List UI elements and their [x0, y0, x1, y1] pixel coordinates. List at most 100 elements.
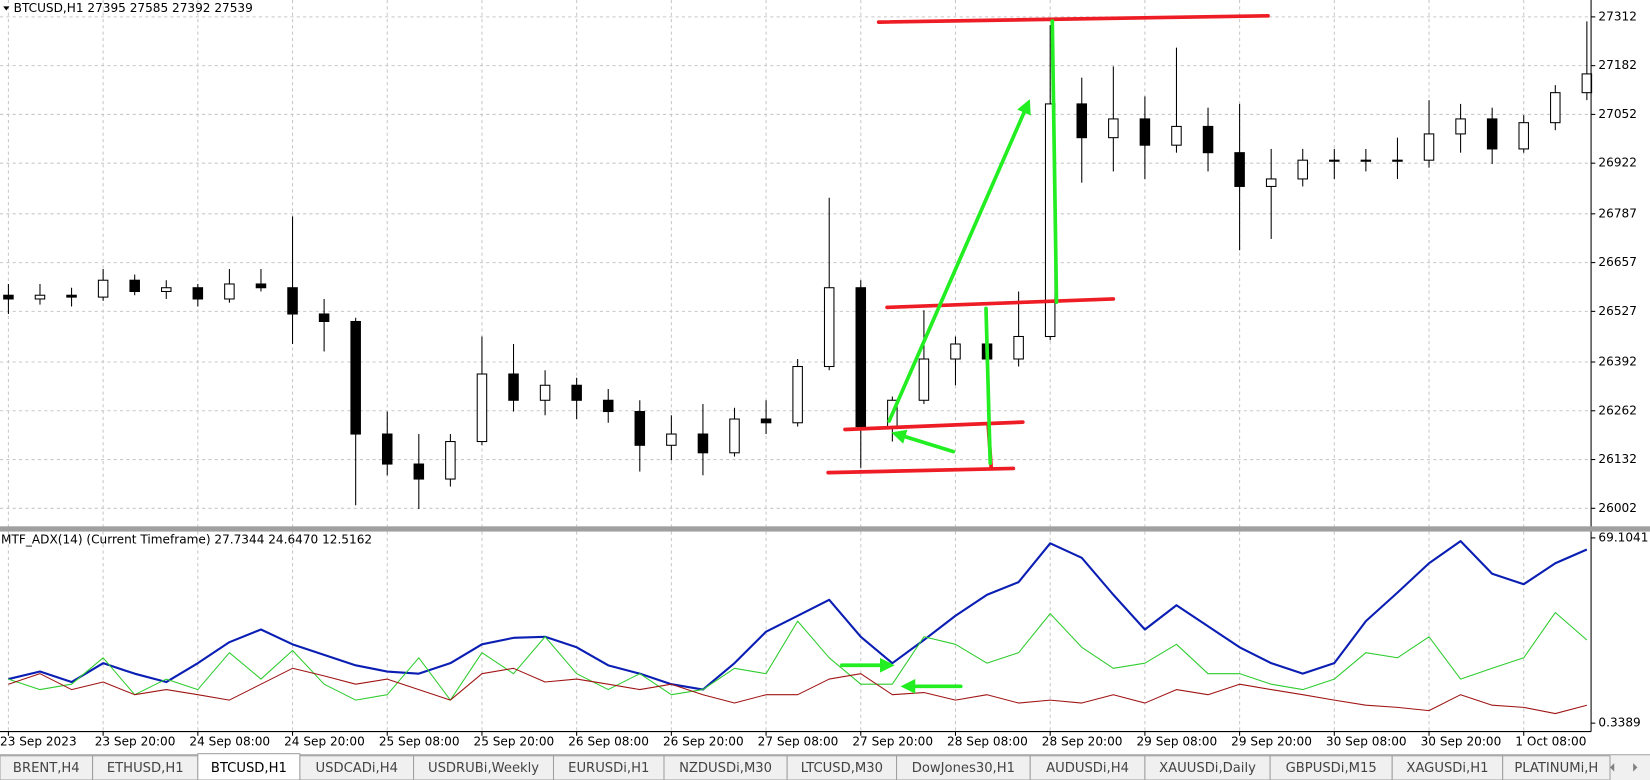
tab-label[interactable]: BRENT,H4 [13, 761, 80, 776]
candle-body [792, 365, 803, 424]
y-tick-label: 26392 [1598, 355, 1636, 369]
y-tick-label: 26527 [1598, 304, 1636, 318]
tab-label[interactable]: LTCUSD,M30 [801, 761, 883, 776]
candle-body [1108, 118, 1119, 139]
candle-body [1139, 118, 1151, 146]
y-tick-label: 26787 [1598, 206, 1636, 220]
tab[interactable] [1502, 755, 1611, 780]
candle-body [476, 373, 488, 443]
annotation-arrow [891, 429, 956, 454]
tab-label[interactable]: EURUSDi,H1 [568, 761, 649, 776]
x-tick-label: 27 Sep 20:00 [852, 735, 933, 749]
candle-body [1360, 159, 1372, 162]
candle-body [1202, 125, 1214, 154]
tab-scroll-left[interactable] [1610, 763, 1615, 772]
candle-body [760, 418, 772, 424]
candle-body [602, 399, 614, 413]
tab-label[interactable]: GBPUSDi,M15 [1286, 761, 1377, 776]
candle-body [129, 279, 140, 293]
candle-body [445, 441, 456, 480]
tab[interactable] [1391, 755, 1504, 780]
indicator-info: MTF_ADX(14) (Current Timeframe) 27.7344 … [1, 532, 372, 546]
candle-body [1581, 73, 1593, 94]
y-tick-label: 0.3389 [1598, 716, 1640, 730]
candle-body [1518, 122, 1529, 150]
candle-body [255, 283, 267, 289]
candle-body [823, 287, 835, 368]
x-tick-label: 28 Sep 08:00 [947, 735, 1028, 749]
tab[interactable] [896, 755, 1031, 780]
candle-body [413, 463, 425, 480]
candle-body [508, 373, 519, 401]
annotations [826, 13, 1270, 694]
collapse-icon[interactable] [3, 6, 10, 11]
candle-body [855, 287, 867, 428]
tab-label[interactable]: PLATINUMi,H [1514, 761, 1598, 776]
candle-body [224, 283, 235, 300]
annotation-line [843, 420, 1025, 432]
y-tick-label: 26002 [1598, 501, 1636, 515]
x-tick-label: 30 Sep 08:00 [1326, 735, 1407, 749]
candle-body [666, 433, 677, 446]
tab-label[interactable]: USDCADi,H4 [316, 761, 398, 776]
candle-body [192, 287, 204, 300]
tab-label[interactable]: ETHUSD,H1 [107, 761, 184, 776]
annotation-arrow [887, 99, 1031, 423]
candle-body [1486, 118, 1498, 150]
indicator-line [8, 540, 1588, 691]
x-tick-label: 23 Sep 20:00 [95, 735, 176, 749]
y-tick-label: 69.1041 [1598, 530, 1648, 544]
labels-layer: 26002 26132 26262 26392 26527 26657 26787 26922… [0, 9, 1648, 748]
x-tick-label: 26 Sep 20:00 [663, 735, 744, 749]
tab-label[interactable]: XAGUSDi,H1 [1406, 761, 1488, 776]
candle-body [97, 279, 109, 298]
tab[interactable] [299, 755, 415, 780]
panel-separator [0, 526, 1650, 532]
tab[interactable] [197, 753, 301, 780]
candle-body [729, 418, 740, 454]
annotation-line [984, 306, 993, 465]
tab-label[interactable]: AUDUSDi,H4 [1046, 761, 1129, 776]
x-tick-label: 23 Sep 2023 [0, 735, 77, 749]
x-tick-label: 29 Sep 08:00 [1136, 735, 1217, 749]
candle-body [1076, 103, 1088, 139]
candle-body [697, 433, 709, 454]
tab-label[interactable]: DowJones30,H1 [912, 761, 1015, 776]
candle-body [381, 433, 393, 465]
x-tick-label: 29 Sep 20:00 [1231, 735, 1312, 749]
candle-body [918, 358, 930, 401]
candle-body [950, 343, 961, 360]
candle-body [1423, 133, 1435, 161]
indicator-line [8, 612, 1588, 701]
x-tick-label: 27 Sep 08:00 [758, 735, 839, 749]
y-tick-label: 26262 [1598, 403, 1636, 417]
candle-body [634, 410, 646, 446]
candle-body [1550, 92, 1561, 124]
chart-info: BTCUSD,H1 27395 27585 27392 27539 [14, 1, 253, 15]
x-tick-label: 28 Sep 20:00 [1042, 735, 1123, 749]
x-tick-label: 1 Oct 08:00 [1515, 735, 1586, 749]
y-tick-label: 27312 [1598, 9, 1636, 23]
candle-body [1455, 118, 1466, 135]
tab-label[interactable]: BTCUSD,H1 [211, 761, 287, 776]
tab-label[interactable]: USDRUBi,Weekly [428, 761, 539, 776]
candle-body [1297, 159, 1309, 180]
x-tick-label: 24 Sep 08:00 [189, 735, 270, 749]
tab[interactable] [663, 755, 788, 780]
indicator-line [8, 667, 1587, 715]
y-tick-label: 26922 [1598, 156, 1636, 170]
tab-label[interactable]: NZDUSDi,M30 [679, 761, 772, 776]
y-tick-label: 26132 [1598, 452, 1636, 466]
candle-body [34, 294, 46, 300]
tab-label[interactable]: XAUUSDi,Daily [1159, 761, 1256, 776]
annotation-line [1050, 19, 1059, 304]
tab-scroll-right[interactable] [1633, 763, 1638, 772]
annotation-line [826, 466, 1016, 475]
candle-body [539, 384, 551, 401]
candle-body [1392, 159, 1403, 162]
tab[interactable] [552, 755, 665, 780]
candle-body [1013, 335, 1024, 360]
